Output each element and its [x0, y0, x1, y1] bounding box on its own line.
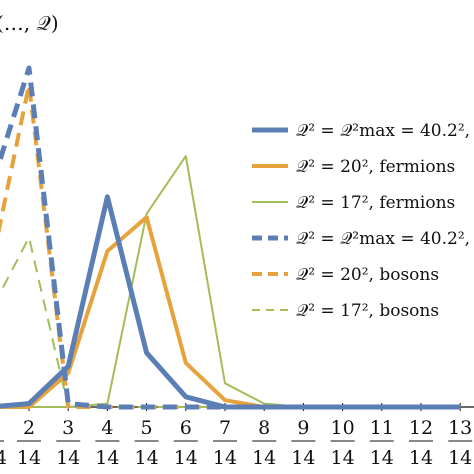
x-tick-label: 11: [370, 417, 394, 439]
x-tick-label: 6: [180, 417, 192, 439]
legend-label: 𝒬² = 20², fermions: [296, 157, 455, 177]
x-tick-denominator: 14: [0, 447, 7, 469]
x-tick-denominator: 14: [448, 447, 472, 469]
series-line-5: [0, 82, 461, 409]
x-tick-label: 10: [331, 417, 355, 439]
series-line-6: [0, 236, 461, 408]
legend-label: 𝒬² = 𝒬²max = 40.2²,: [296, 121, 470, 141]
x-tick-denominator: 14: [56, 447, 80, 469]
x-tick-denominator: 14: [331, 447, 355, 469]
x-tick-denominator: 14: [95, 447, 119, 469]
x-tick-denominator: 14: [291, 447, 315, 469]
x-tick-denominator: 14: [370, 447, 394, 469]
x-tick-denominator: 14: [409, 447, 433, 469]
x-tick-denominator: 14: [252, 447, 276, 469]
y-axis-label-text: (…, 𝒬): [0, 11, 59, 35]
x-tick-denominator: 14: [17, 447, 41, 469]
x-tick-label: 8: [258, 417, 270, 439]
x-tick-label: 9: [297, 417, 309, 439]
x-tick-label: 7: [219, 417, 231, 439]
legend: 𝒬² = 𝒬²max = 40.2², 𝒬² = 20², fermions 𝒬² …: [252, 121, 470, 321]
x-axis: 1 14 2 14 3 14 4 14 5 14 6 14 7 14 8 14 9 14 10 14 11 14 12 14 1…: [0, 403, 474, 469]
x-tick-denominator: 14: [213, 447, 237, 469]
x-tick-label: 5: [141, 417, 153, 439]
legend-label: 𝒬² = 17², fermions: [296, 193, 455, 213]
series-line-1: [0, 194, 461, 410]
plot-area: [0, 65, 461, 410]
legend-label: 𝒬² = 17², bosons: [296, 301, 439, 321]
x-tick-label: 13: [448, 417, 472, 439]
x-tick-label: 2: [23, 417, 35, 439]
legend-label: 𝒬² = 20², bosons: [296, 265, 439, 285]
x-tick-denominator: 14: [174, 447, 198, 469]
x-tick-label: 1: [0, 417, 1, 439]
x-tick-label: 4: [101, 417, 113, 439]
x-tick-denominator: 14: [135, 447, 159, 469]
legend-label: 𝒬² = 𝒬²max = 40.2²,: [296, 229, 470, 249]
x-tick-label: 3: [62, 417, 74, 439]
y-axis-label: (…, 𝒬): [0, 11, 59, 35]
x-tick-label: 12: [409, 417, 433, 439]
